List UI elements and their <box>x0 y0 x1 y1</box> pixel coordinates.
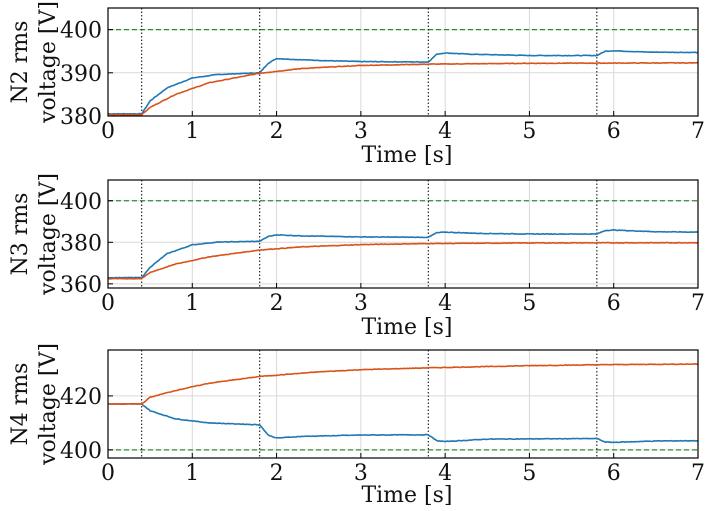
n2-series-orange <box>107 61 699 116</box>
n3-ylabel-top: N3 rms <box>8 193 33 276</box>
panel-n4: N4 rms voltage [V] Time [s] 0 1 2 3 4 5 6 7 400 4… <box>8 343 705 508</box>
n4-ylabel-top: N4 rms <box>8 363 33 446</box>
x-tick-label: 7 <box>691 291 705 316</box>
y-tick-label: 380 <box>60 231 102 256</box>
n2-series-blue <box>107 50 699 115</box>
x-tick-label: 2 <box>270 119 284 144</box>
x-tick-label: 7 <box>691 119 705 144</box>
x-tick-label: 4 <box>438 119 452 144</box>
n2-xlabel: Time [s] <box>361 143 452 168</box>
n4-axes-frame <box>107 349 699 459</box>
n2-ylabel-top: N2 rms <box>8 21 33 104</box>
n3-plot-area <box>108 180 698 288</box>
y-tick-label: 360 <box>60 273 102 298</box>
x-tick-label: 5 <box>522 119 536 144</box>
x-tick-label: 3 <box>354 461 368 486</box>
x-tick-label: 1 <box>185 291 199 316</box>
x-tick-label: 0 <box>101 119 115 144</box>
n2-axes-frame <box>107 7 699 117</box>
x-tick-label: 1 <box>185 461 199 486</box>
x-tick-label: 2 <box>270 291 284 316</box>
n3-axes-frame <box>107 179 699 289</box>
y-tick-label: 400 <box>60 190 102 215</box>
x-tick-label: 6 <box>607 119 621 144</box>
x-tick-label: 3 <box>354 119 368 144</box>
x-tick-label: 0 <box>101 291 115 316</box>
x-tick-label: 5 <box>522 291 536 316</box>
x-tick-label: 0 <box>101 461 115 486</box>
y-tick-label: 420 <box>60 385 102 410</box>
x-tick-label: 2 <box>270 461 284 486</box>
panel-n3: N3 rms voltage [V] Time [s] voltage set-… <box>8 173 705 340</box>
panel-n2: N2 rms voltage [V] Time [s] ←t1 t2→ t3→ … <box>8 1 705 168</box>
n3-series-orange <box>107 241 699 280</box>
n4-series-blue <box>107 402 699 444</box>
x-tick-label: 3 <box>354 291 368 316</box>
y-tick-label: 380 <box>60 105 102 130</box>
n4-series-orange <box>107 363 699 406</box>
y-tick-label: 390 <box>60 62 102 87</box>
x-tick-label: 5 <box>522 461 536 486</box>
n3-xlabel: Time [s] <box>361 315 452 340</box>
n3-ylabel-bottom: voltage [V] <box>36 173 61 296</box>
n3-series-blue <box>107 229 699 279</box>
x-tick-label: 1 <box>185 119 199 144</box>
x-tick-label: 4 <box>438 461 452 486</box>
x-tick-label: 6 <box>607 461 621 486</box>
x-tick-label: 7 <box>691 461 705 486</box>
n4-xlabel: Time [s] <box>361 483 452 508</box>
n2-ylabel-bottom: voltage [V] <box>36 1 61 124</box>
y-tick-label: 400 <box>60 439 102 464</box>
n4-ylabel-bottom: voltage [V] <box>36 343 61 466</box>
x-tick-label: 6 <box>607 291 621 316</box>
x-tick-label: 4 <box>438 291 452 316</box>
y-tick-label: 400 <box>60 19 102 44</box>
